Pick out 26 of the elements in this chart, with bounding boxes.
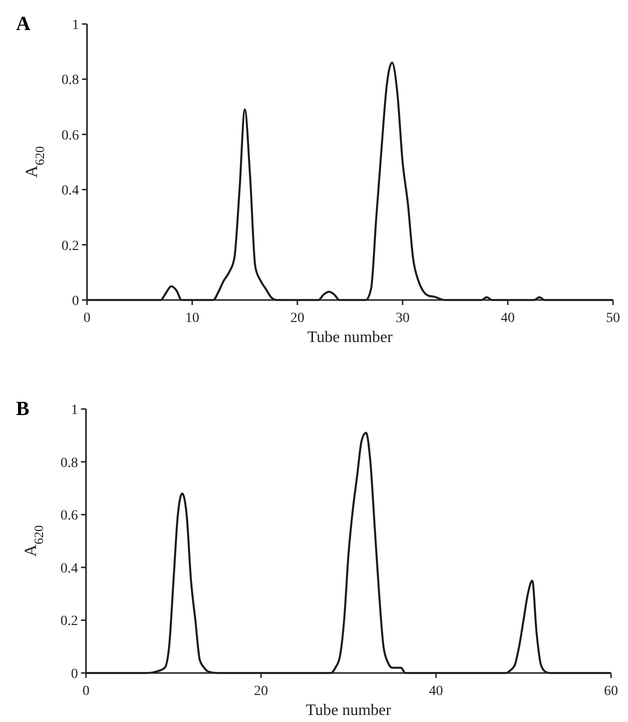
x-tick-label: 10 — [185, 311, 200, 326]
x-tick-label: 30 — [396, 311, 410, 326]
chart-title: A — [16, 13, 31, 35]
y-tick-label: 0.4 — [62, 184, 79, 199]
x-tick-label: 20 — [290, 311, 304, 326]
y-tick-label: 0.6 — [60, 508, 78, 524]
x-axis-title: Tube number — [307, 329, 394, 346]
x-tick-label: 20 — [254, 684, 268, 699]
y-tick-label: 0.8 — [62, 73, 79, 88]
y-tick-label: 0 — [72, 294, 79, 309]
x-tick-label: 40 — [429, 684, 443, 699]
x-tick-label: 60 — [604, 684, 618, 699]
y-tick-label: 0.4 — [60, 561, 78, 576]
x-axis-title: Tube number — [306, 702, 392, 719]
x-tick-label: 0 — [82, 684, 90, 699]
chart-title: B — [16, 398, 30, 420]
y-tick-label: 0.2 — [62, 238, 79, 254]
y-tick-label: 0.8 — [60, 456, 78, 471]
y-tick-label: 0.6 — [62, 128, 79, 144]
x-tick-label: 40 — [500, 311, 515, 326]
x-tick-label: 50 — [606, 311, 620, 326]
x-tick-label: 0 — [84, 311, 90, 326]
y-tick-label: 1 — [71, 403, 78, 418]
y-tick-label: 1 — [72, 18, 79, 33]
y-tick-label: 0.2 — [60, 614, 78, 630]
y-tick-label: 0 — [71, 667, 78, 682]
